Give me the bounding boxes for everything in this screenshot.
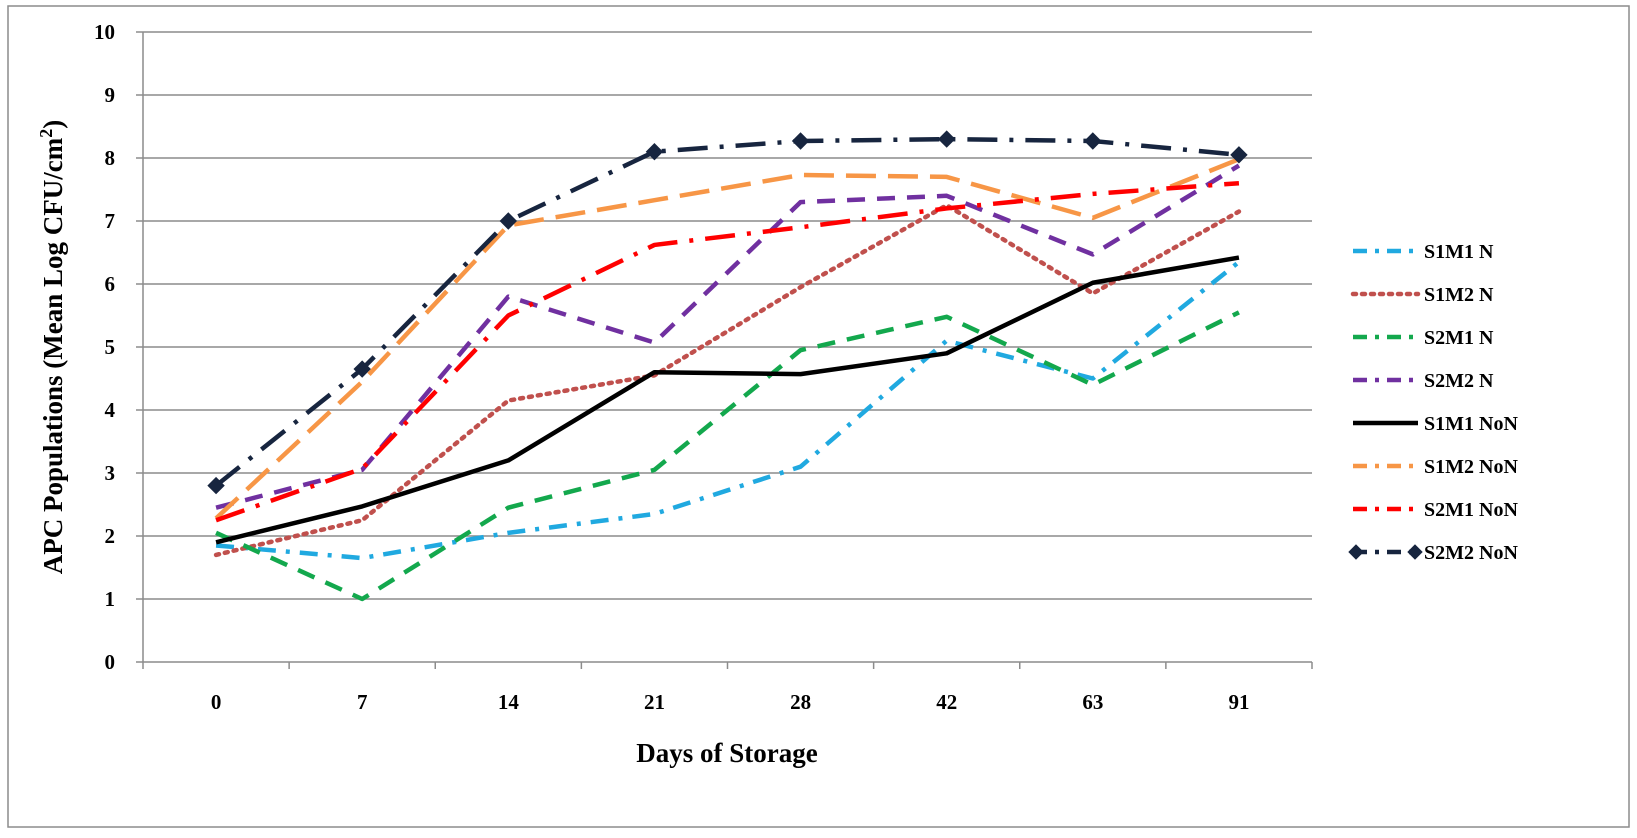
legend-item: S1M1 NoN xyxy=(1353,413,1518,435)
series-line xyxy=(214,136,1240,488)
series-line xyxy=(215,260,1241,561)
legend-label: S1M2 N xyxy=(1424,284,1494,306)
legend-item: S1M2 NoN xyxy=(1353,456,1518,478)
y-tick-label: 10 xyxy=(94,20,115,44)
y-tick-label: 4 xyxy=(105,398,116,422)
data-point-marker xyxy=(645,142,664,161)
legend-label: S2M2 N xyxy=(1424,370,1494,392)
y-tick-label: 8 xyxy=(105,146,116,170)
series-4 xyxy=(215,255,1240,545)
series-line xyxy=(215,255,1240,545)
x-tick-labels: 0 7 14 21 28 42 63 91 xyxy=(142,662,1313,714)
data-point-marker xyxy=(791,132,810,150)
x-tick-label: 63 xyxy=(1082,690,1103,714)
legend-marker xyxy=(1407,544,1423,560)
y-tick-label: 3 xyxy=(105,461,116,485)
y-axis-title-end: ) xyxy=(38,120,68,129)
gridlines xyxy=(143,31,1312,600)
y-tick-label: 5 xyxy=(105,335,116,359)
x-tick-label: 91 xyxy=(1228,690,1249,714)
x-tick-label: 14 xyxy=(498,690,520,714)
x-tick-label: 28 xyxy=(790,690,811,714)
series-5 xyxy=(214,157,1240,521)
y-axis-title-sup: 2 xyxy=(36,129,56,138)
legend-item: S1M1 N xyxy=(1353,241,1494,263)
data-point-marker xyxy=(353,360,371,378)
legend-label: S2M2 NoN xyxy=(1424,542,1518,564)
series-6 xyxy=(215,180,1240,523)
y-tick-label: 7 xyxy=(105,209,116,233)
y-axis-title-main: APC Populations (Mean Log CFU/cm xyxy=(38,137,68,574)
series-line xyxy=(215,180,1240,523)
legend-item: S2M1 NoN xyxy=(1353,499,1518,521)
legend-item: S1M2 N xyxy=(1350,284,1494,306)
x-tick-label: 0 xyxy=(211,690,222,714)
legend-label: S1M2 NoN xyxy=(1424,456,1518,478)
series-7 xyxy=(207,130,1248,495)
series-line xyxy=(215,310,1240,602)
legend-item: S2M1 N xyxy=(1353,327,1494,349)
legend-label: S2M1 NoN xyxy=(1424,499,1518,521)
y-tick-label: 1 xyxy=(105,587,116,611)
legend-item: S2M2 N xyxy=(1353,370,1494,392)
chart-area-border xyxy=(7,5,1630,828)
x-tick-label: 7 xyxy=(357,690,368,714)
data-point-marker xyxy=(207,476,225,495)
plot-series xyxy=(207,130,1248,602)
series-0 xyxy=(215,260,1241,561)
y-tick-label: 0 xyxy=(105,650,116,674)
y-axis-title: APC Populations (Mean Log CFU/cm2) xyxy=(36,120,68,574)
y-tick-label: 6 xyxy=(105,272,116,296)
data-point-marker xyxy=(1084,132,1102,150)
legend-marker xyxy=(1348,544,1364,560)
x-tick-label: 42 xyxy=(936,690,957,714)
data-point-marker xyxy=(937,130,956,148)
y-tick-label: 2 xyxy=(105,524,116,548)
data-point-marker xyxy=(499,212,518,230)
legend-label: S2M1 N xyxy=(1424,327,1494,349)
series-line xyxy=(214,157,1240,521)
y-tick-labels: 0 1 2 3 4 5 6 7 8 9 10 xyxy=(94,20,143,674)
legend-label: S1M1 NoN xyxy=(1424,413,1518,435)
x-axis-title: Days of Storage xyxy=(636,738,817,768)
series-2 xyxy=(215,310,1240,602)
y-tick-label: 9 xyxy=(105,83,116,107)
legend-item: S2M2 NoN xyxy=(1348,542,1518,564)
data-point-marker xyxy=(1230,146,1248,164)
x-tick-label: 21 xyxy=(644,690,665,714)
legend-label: S1M1 N xyxy=(1424,241,1494,263)
legend: S1M1 N S1M2 N S2M1 N S2M2 N S1M1 NoN S1M2 NoN… xyxy=(1348,241,1518,564)
